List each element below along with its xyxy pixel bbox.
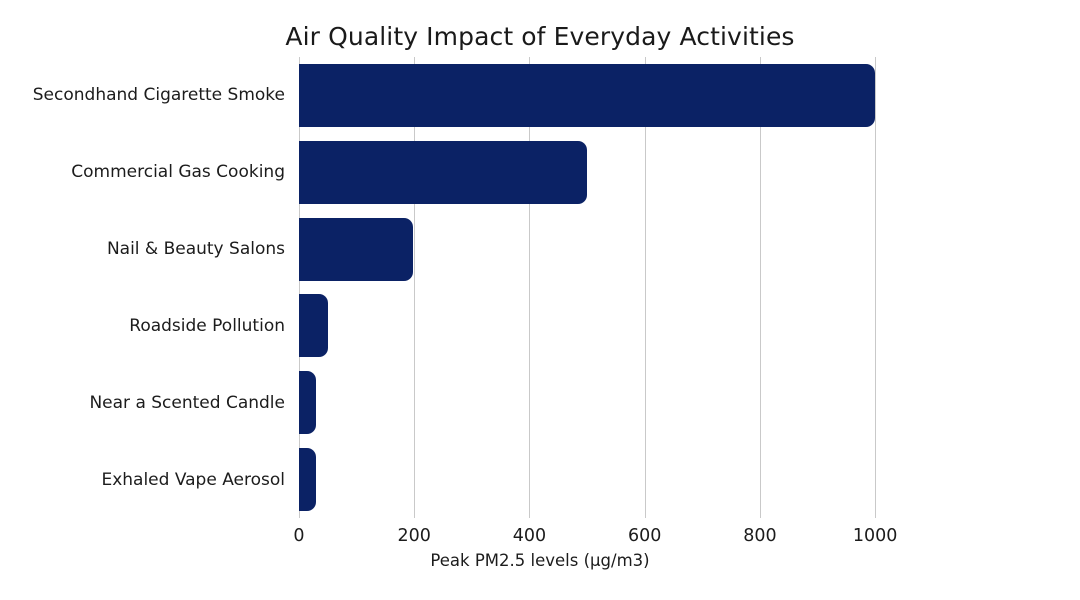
bar	[299, 140, 588, 204]
bars-layer	[299, 57, 927, 518]
y-axis-tick-label: Roadside Pollution	[129, 315, 285, 336]
gridline	[759, 57, 761, 518]
gridline	[875, 57, 877, 518]
x-axis-tick-label: 600	[627, 526, 662, 546]
x-axis-tick-label: 0	[293, 526, 305, 546]
y-axis-tick-label: Commercial Gas Cooking	[71, 162, 285, 183]
plot-area	[299, 57, 927, 518]
x-axis-title: Peak PM2.5 levels (µg/m3)	[430, 551, 650, 570]
x-axis-tick-label: 800	[743, 526, 777, 546]
y-axis-tick-label: Secondhand Cigarette Smoke	[32, 85, 285, 106]
bar	[299, 448, 317, 512]
bar	[299, 63, 876, 127]
bar	[299, 371, 317, 435]
x-axis-tick-label: 400	[512, 526, 547, 546]
gridline	[529, 57, 531, 518]
y-axis-tick-label: Exhaled Vape Aerosol	[101, 469, 285, 490]
x-axis-tick-label: 1000	[852, 526, 898, 546]
y-axis-spine	[299, 57, 300, 518]
chart-title: Air Quality Impact of Everyday Activitie…	[285, 22, 795, 51]
gridline	[414, 57, 416, 518]
y-axis-tick-label: Nail & Beauty Salons	[106, 239, 285, 260]
gridline	[644, 57, 646, 518]
x-axis-tick-label: 200	[397, 526, 431, 546]
bar	[299, 217, 413, 281]
y-axis-tick-label: Near a Scented Candle	[89, 392, 285, 413]
bar	[299, 294, 328, 358]
